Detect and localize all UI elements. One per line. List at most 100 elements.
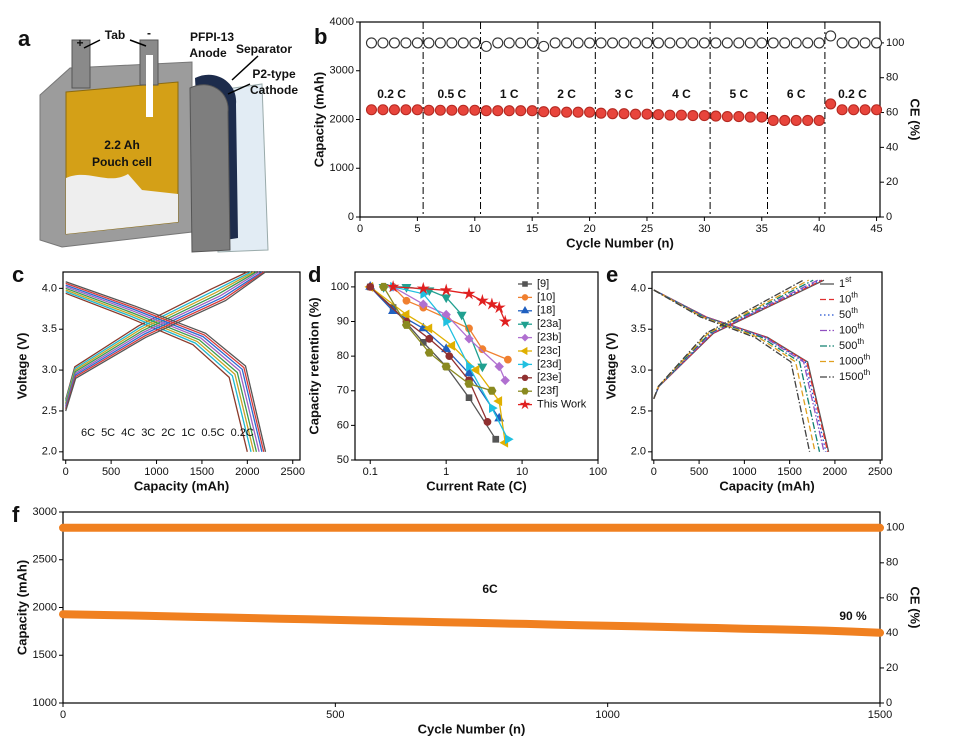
data-point xyxy=(365,37,378,49)
marker xyxy=(424,348,434,357)
data-point xyxy=(469,104,481,116)
marker xyxy=(521,333,529,342)
legend-label: 1st xyxy=(839,275,852,290)
marker xyxy=(441,309,451,320)
rate-label: 4 C xyxy=(672,87,691,101)
annotation: 90 % xyxy=(839,609,867,623)
y2-tick-label: 20 xyxy=(886,662,898,674)
y-tick-label: 2500 xyxy=(33,554,57,566)
x-tick-label: 2500 xyxy=(868,466,892,478)
data-line xyxy=(653,289,816,452)
x-tick-label: 2000 xyxy=(823,466,847,478)
data-point xyxy=(572,37,584,49)
marker xyxy=(487,386,497,395)
marker xyxy=(483,418,492,426)
marker xyxy=(366,282,375,291)
tab-positive xyxy=(71,39,91,89)
data-line xyxy=(653,279,818,399)
data-point xyxy=(698,110,710,122)
data-point xyxy=(388,104,400,116)
marker xyxy=(439,283,453,296)
data-line xyxy=(65,290,252,452)
y-tick-label: 3000 xyxy=(330,65,354,77)
y2-axis-label: CE (%) xyxy=(908,99,923,141)
y-tick-label: 60 xyxy=(337,419,349,431)
marker xyxy=(464,334,474,344)
y-tick-label: 4000 xyxy=(330,16,354,28)
data-line xyxy=(653,289,825,452)
y-tick-label: 3.5 xyxy=(631,323,646,335)
x-tick-label: 10 xyxy=(469,223,481,235)
data-point xyxy=(675,109,687,121)
y2-tick-label: 60 xyxy=(886,592,898,604)
plot-frame xyxy=(651,271,883,461)
legend-label: [23a] xyxy=(537,318,561,330)
x-tick-label: 1000 xyxy=(595,709,619,721)
marker xyxy=(492,300,506,314)
data-point xyxy=(652,109,665,121)
data-point xyxy=(561,106,573,118)
data-point xyxy=(687,37,699,49)
legend-label: 2C xyxy=(161,427,175,439)
marker xyxy=(418,299,429,309)
marker xyxy=(519,398,531,410)
y-tick-label: 1000 xyxy=(33,697,57,709)
plot-frame xyxy=(359,21,881,218)
data-point xyxy=(365,104,378,116)
rate-label: 0.2 C xyxy=(377,87,406,101)
data-line xyxy=(653,279,825,399)
x-tick-label: 500 xyxy=(102,466,120,478)
data-point xyxy=(538,40,550,52)
data-point xyxy=(664,37,676,49)
y-tick-label: 3.0 xyxy=(631,364,646,376)
marker xyxy=(386,280,400,293)
data-point xyxy=(779,114,791,127)
data-line xyxy=(653,289,811,452)
marker xyxy=(443,316,453,327)
marker xyxy=(416,281,430,295)
legend-label: [23c] xyxy=(537,345,561,357)
data-line xyxy=(369,286,500,419)
panel-label: d xyxy=(308,262,321,287)
marker xyxy=(475,293,489,307)
data-point xyxy=(538,106,550,118)
data-point xyxy=(836,37,848,49)
x-tick-label: 1000 xyxy=(732,466,756,478)
x-tick-label: 40 xyxy=(813,223,825,235)
legend-label: 100th xyxy=(839,322,864,337)
rate-label: 5 C xyxy=(729,87,748,101)
panel-label: c xyxy=(12,262,24,287)
y-tick-label: 3.5 xyxy=(42,323,57,335)
data-line xyxy=(653,279,810,399)
legend-label: 4C xyxy=(121,427,135,439)
data-point xyxy=(687,110,699,122)
data-point xyxy=(871,104,883,116)
data-point xyxy=(606,108,619,120)
data-point xyxy=(492,105,504,117)
data-point xyxy=(859,104,871,116)
marker xyxy=(462,287,476,300)
data-line xyxy=(65,281,267,452)
legend-label: 1500th xyxy=(839,368,870,383)
label: PFPI-13 xyxy=(190,30,234,44)
y2-tick-label: 100 xyxy=(886,522,904,534)
data-point xyxy=(515,37,527,49)
data-point xyxy=(595,107,607,119)
data-point xyxy=(802,37,814,49)
marker xyxy=(465,394,473,401)
y-tick-label: 1000 xyxy=(330,162,354,174)
data-point xyxy=(629,37,642,49)
legend-label: [18] xyxy=(537,305,555,317)
data-point xyxy=(767,114,779,127)
y-tick-label: 2.0 xyxy=(42,446,57,458)
data-point xyxy=(606,37,619,49)
x-tick-label: 0 xyxy=(357,223,363,235)
x-tick-label: 2000 xyxy=(235,466,259,478)
x-tick-label: 20 xyxy=(583,223,595,235)
data-point xyxy=(675,37,687,49)
data-point xyxy=(710,37,722,49)
y-axis-label: Voltage (V) xyxy=(603,333,618,400)
x-tick-label: 0 xyxy=(60,709,66,721)
data-point xyxy=(618,37,630,49)
legend-label: 0.2C xyxy=(231,427,254,439)
